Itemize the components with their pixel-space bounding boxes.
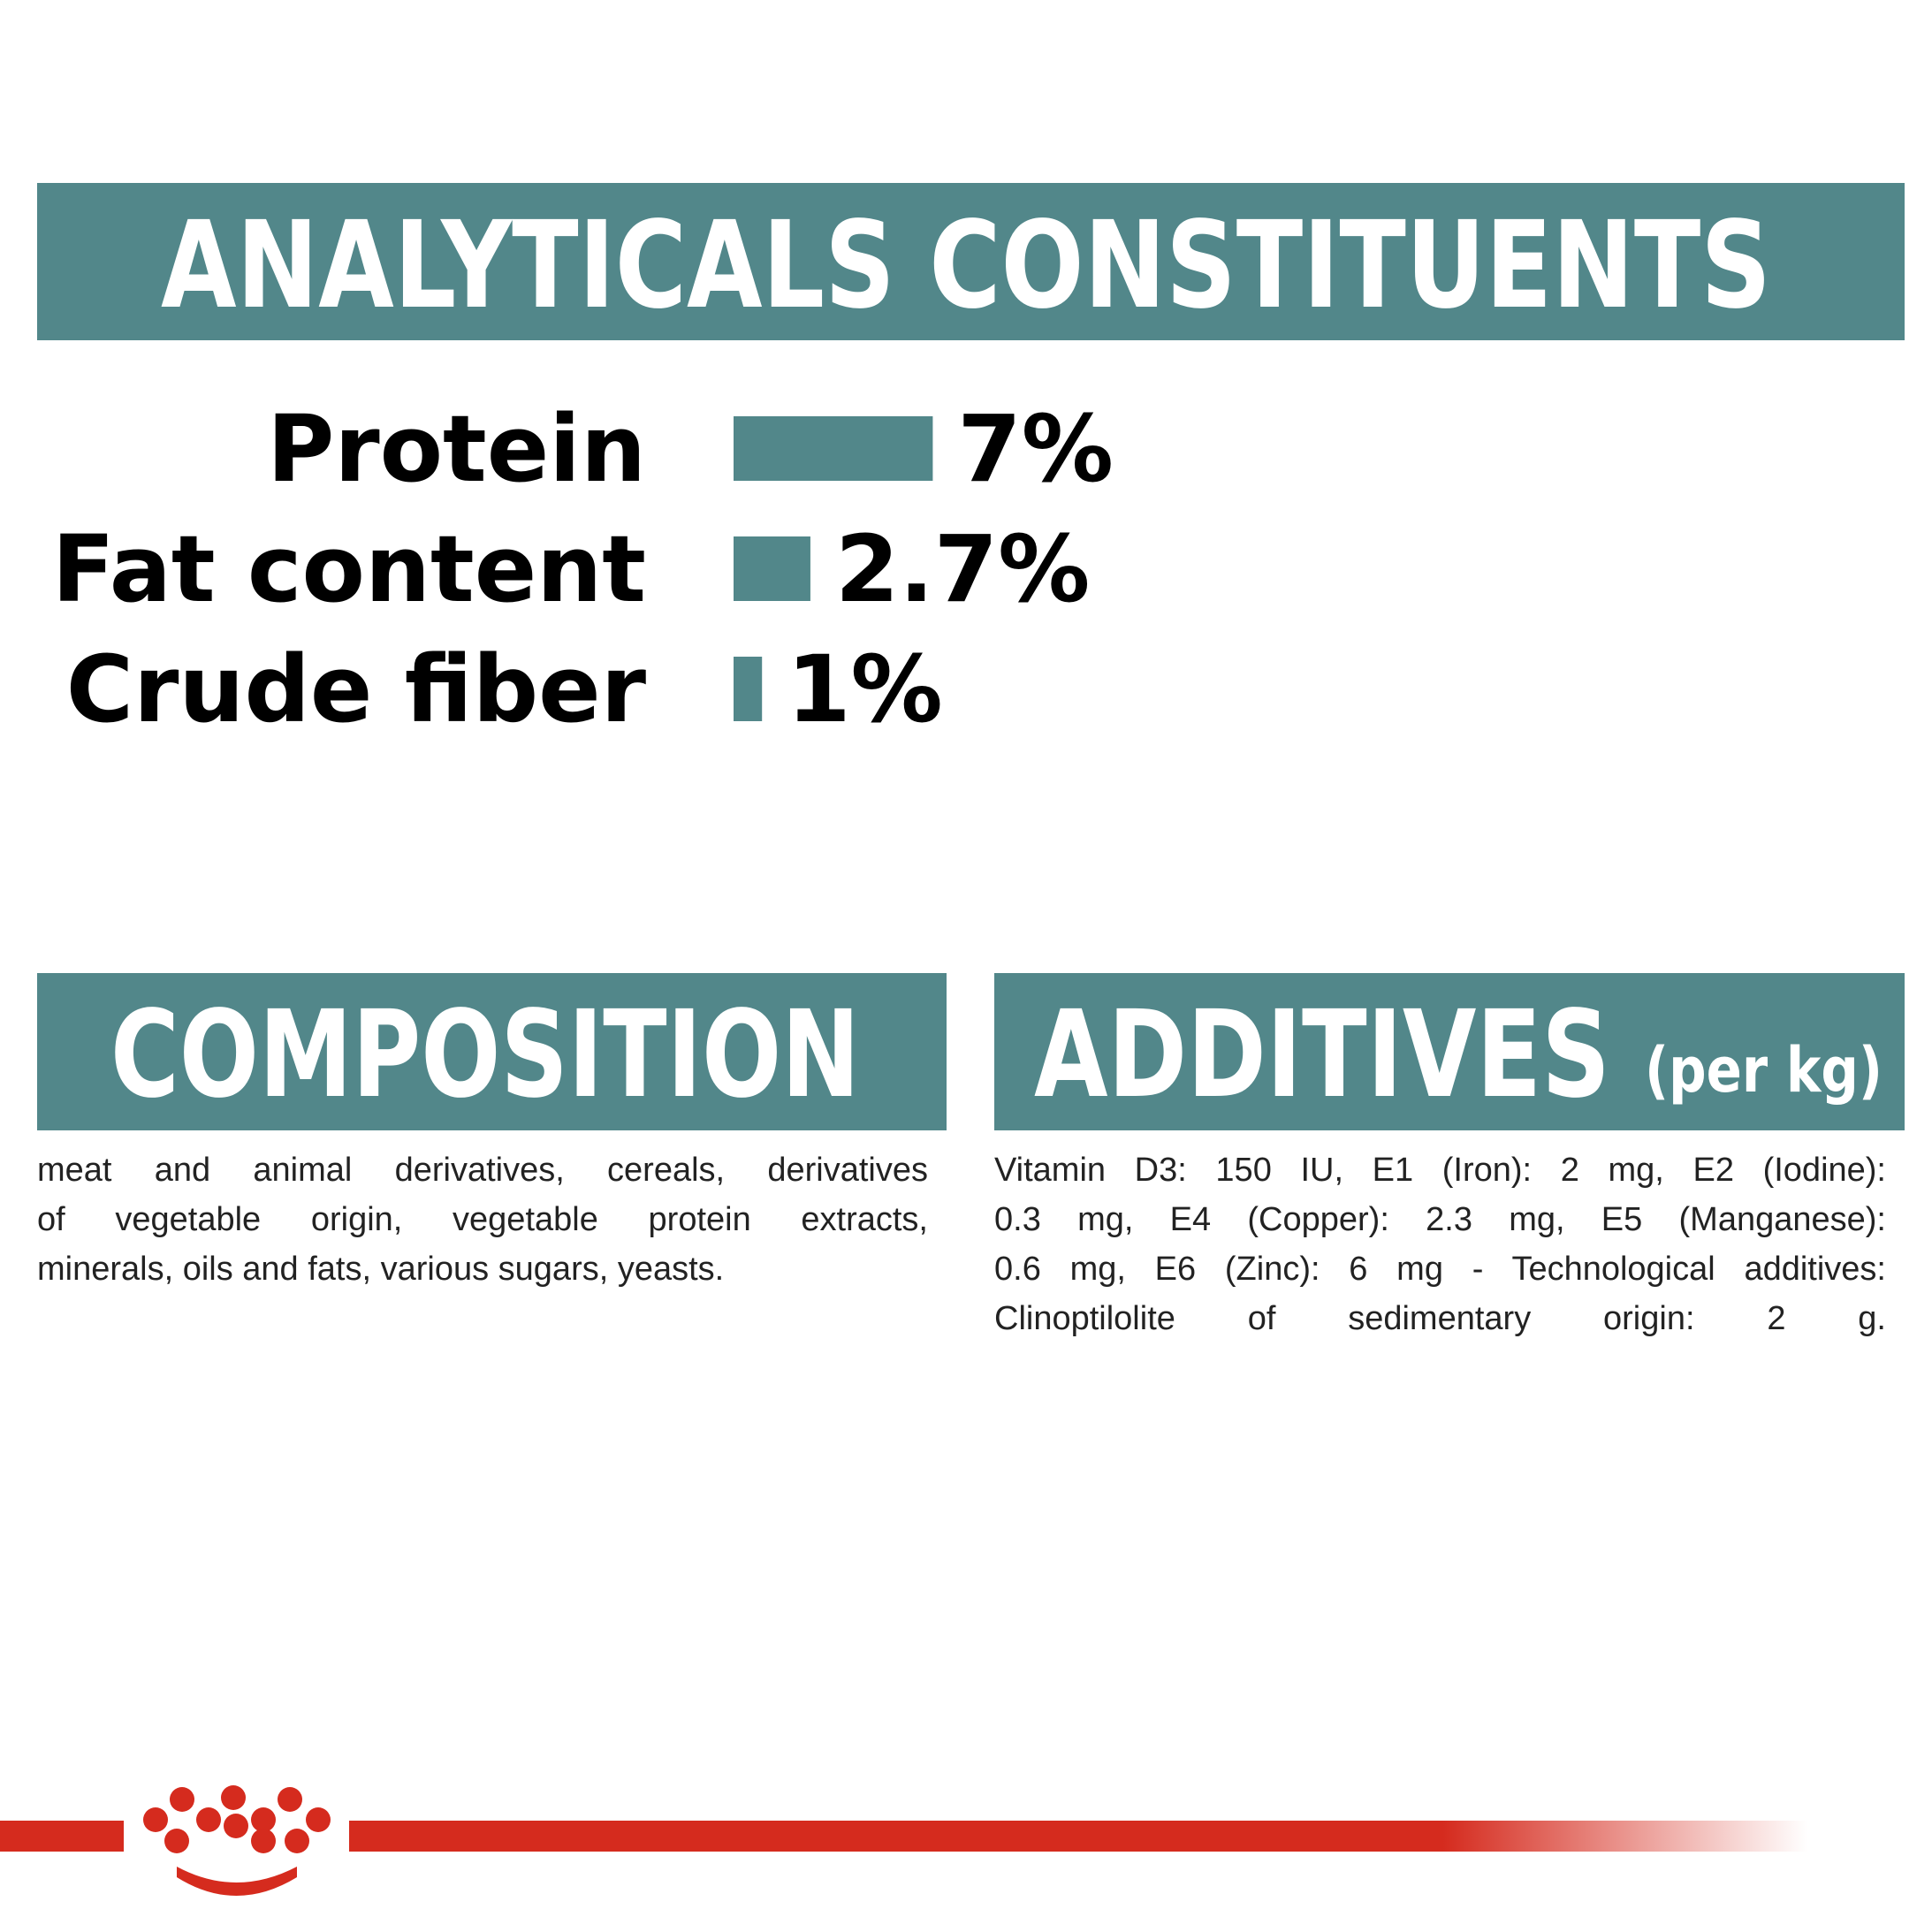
- header-band: [994, 973, 1905, 1130]
- header-band: [37, 183, 1905, 340]
- text-line: 0.6 mg, E6 (Zinc): 6 mg - Technological …: [994, 1251, 1886, 1288]
- bar: [734, 416, 933, 481]
- section-title: COMPOSITION: [110, 985, 860, 1125]
- text-line: of vegetable origin, vegetable protein e…: [37, 1201, 928, 1238]
- row-label: Crude fiber: [66, 635, 646, 743]
- section-subtitle: (per kg): [1645, 1034, 1883, 1107]
- footer-line: [0, 1821, 124, 1852]
- text-line: Clinoptilolite of sedimentary origin: 2 …: [994, 1300, 1886, 1337]
- value-label: 1%: [787, 635, 943, 743]
- bar: [734, 536, 810, 601]
- footer-line: [349, 1821, 1807, 1852]
- text-line: meat and animal derivatives, cereals, de…: [37, 1152, 928, 1189]
- header-band: [37, 973, 947, 1130]
- section-title: ADDITIVES: [1034, 985, 1610, 1125]
- logo: [143, 1785, 331, 1896]
- text-line: minerals, oils and fats, various sugars,…: [37, 1251, 725, 1288]
- bar: [734, 657, 763, 721]
- row-label: Protein: [267, 395, 646, 503]
- section-title: ANALYTICALS CONSTITUENTS: [161, 196, 1771, 336]
- text-line: Vitamin D3: 150 IU, E1 (Iron): 2 mg, E2 …: [994, 1152, 1886, 1189]
- value-label: 7%: [957, 395, 1114, 503]
- value-label: 2.7%: [835, 515, 1090, 623]
- row-label: Fat content: [52, 515, 646, 623]
- constituents: Protein 7% Fat content 2.7% Crude fiber 1%: [52, 395, 1114, 743]
- composition-text: meat and animal derivatives, cereals, de…: [37, 1145, 928, 1294]
- text-line: 0.3 mg, E4 (Copper): 2.3 mg, E5 (Mangane…: [994, 1201, 1886, 1238]
- additives-text: Vitamin D3: 150 IU, E1 (Iron): 2 mg, E2 …: [994, 1145, 1886, 1343]
